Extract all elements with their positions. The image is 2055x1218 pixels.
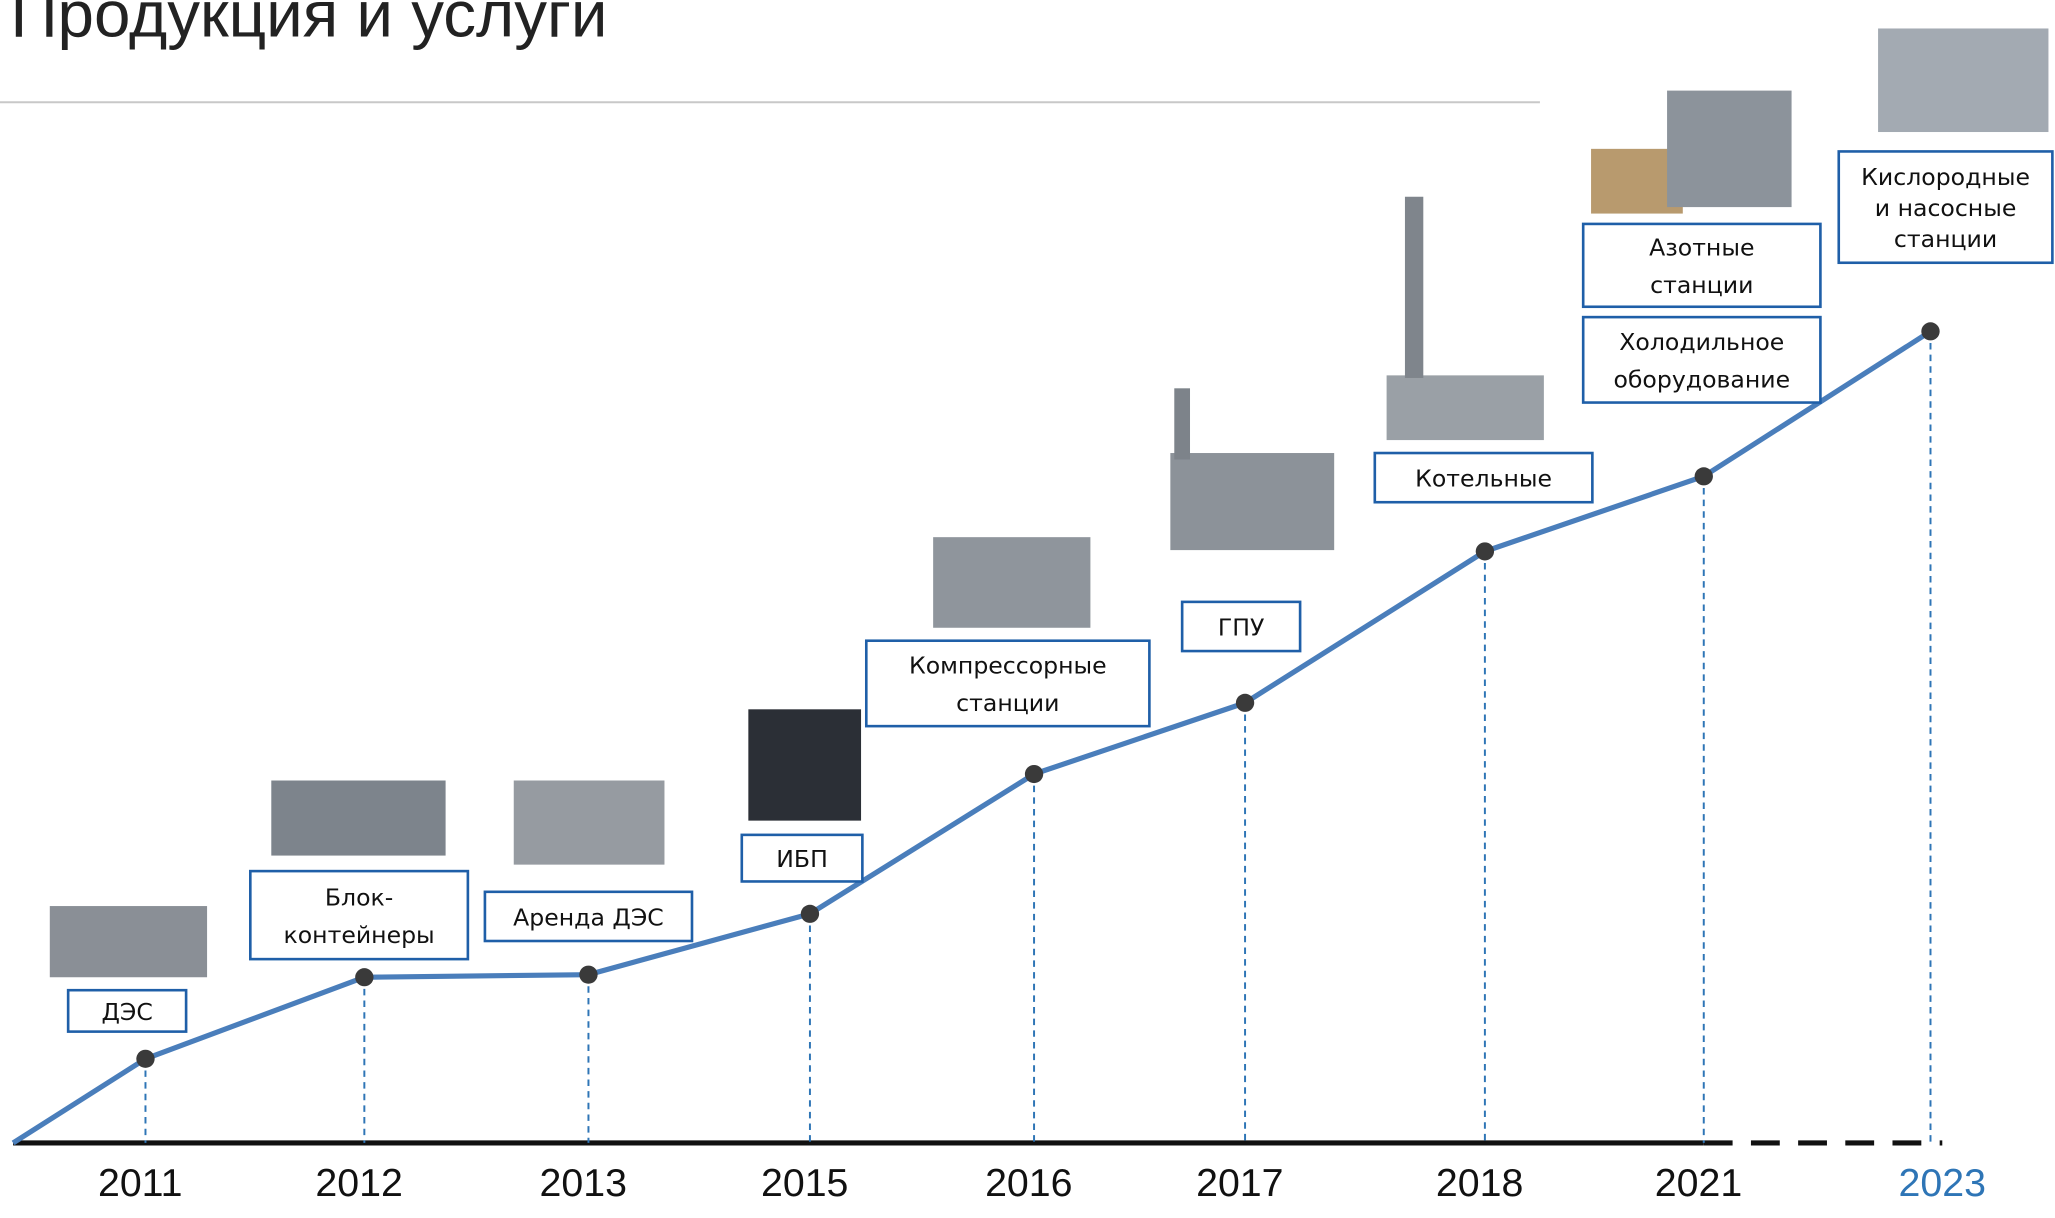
product-image <box>1405 197 1423 378</box>
label-text: Азотные <box>1649 234 1754 262</box>
milestone-dot <box>579 966 597 984</box>
milestone-dot <box>1476 542 1494 560</box>
year-label: 2016 <box>985 1162 1072 1205</box>
label-text: контейнеры <box>284 921 435 949</box>
label-text: Блок- <box>325 884 393 912</box>
product-image <box>1387 375 1544 440</box>
product-image <box>1878 28 2048 132</box>
label-text: оборудование <box>1613 366 1790 394</box>
label-text: ГПУ <box>1218 614 1264 642</box>
product-image <box>1667 91 1792 207</box>
year-label: 2015 <box>761 1162 848 1205</box>
label-text: станции <box>956 689 1059 717</box>
label-text: Аренда ДЭС <box>513 904 664 932</box>
product-image <box>933 537 1090 628</box>
label-text: станции <box>1894 225 1997 253</box>
product-images <box>50 28 2049 977</box>
label-text: ДЭС <box>101 998 152 1026</box>
year-label: 2021 <box>1655 1162 1742 1205</box>
product-image <box>50 906 207 977</box>
year-label: 2023 <box>1899 1162 1986 1205</box>
label-text: и насосные <box>1875 194 2017 222</box>
milestone-dot <box>801 905 819 923</box>
product-image <box>748 709 861 820</box>
milestone-dot <box>1236 694 1254 712</box>
timeline-slide: Продукция и услуги 2011 ДЭС 2012 Блок-конте… <box>0 0 2055 1218</box>
year-label: 2011 <box>98 1162 183 1205</box>
milestone-dot <box>1025 765 1043 783</box>
label-text: Холодильное <box>1619 328 1784 356</box>
label-text: ИБП <box>776 845 828 873</box>
year-label: 2013 <box>539 1162 626 1205</box>
year-label: 2017 <box>1196 1162 1283 1205</box>
slide-title: Продукция и услуги <box>10 0 607 50</box>
label-text: Кислородные <box>1861 163 2030 191</box>
year-label: 2018 <box>1436 1162 1523 1205</box>
milestone-dot <box>136 1050 154 1068</box>
label-text: Компрессорные <box>909 652 1107 680</box>
milestone-dot <box>1695 467 1713 485</box>
growth-line <box>13 331 1930 1143</box>
milestone-dot <box>355 968 373 986</box>
product-image <box>1174 388 1190 459</box>
product-image <box>1170 453 1334 550</box>
product-image <box>271 781 445 856</box>
label-text: Котельные <box>1415 465 1552 493</box>
label-text: станции <box>1650 271 1753 299</box>
year-label: 2012 <box>315 1162 402 1205</box>
product-image <box>514 781 665 865</box>
milestone-dot <box>1921 322 1939 340</box>
